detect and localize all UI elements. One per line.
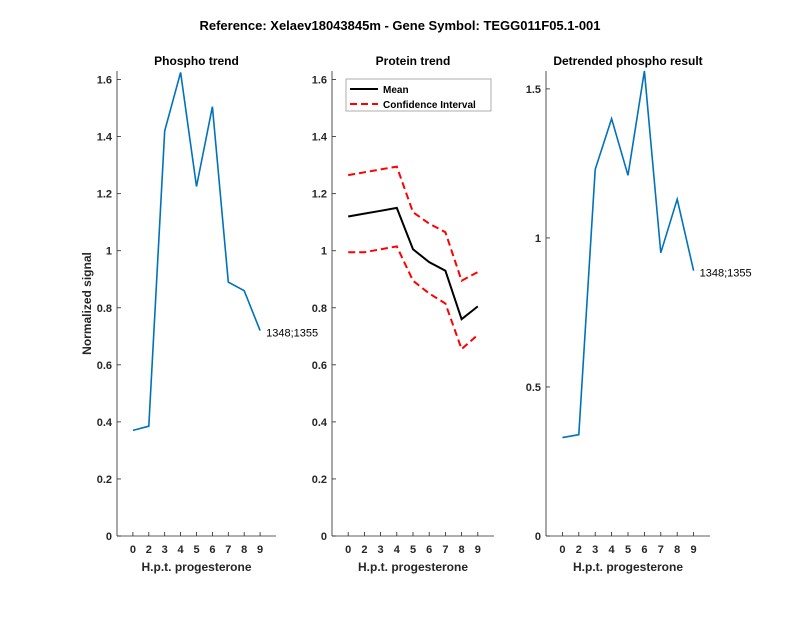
y-tick-label: 0.8 bbox=[97, 303, 112, 315]
x-tick-label: 5 bbox=[410, 544, 416, 556]
x-tick-label: 8 bbox=[674, 544, 680, 556]
x-tick-label: 9 bbox=[691, 544, 697, 556]
subplot-title: Detrended phospho result bbox=[553, 54, 702, 68]
x-tick-label: 6 bbox=[426, 544, 432, 556]
y-tick-label: 0.8 bbox=[312, 303, 327, 315]
x-tick-label: 3 bbox=[592, 544, 598, 556]
figure-title: Reference: Xelaev18043845m - Gene Symbol… bbox=[199, 18, 600, 33]
x-tick-label: 3 bbox=[378, 544, 384, 556]
legend-entry: Mean bbox=[383, 85, 409, 96]
legend-box bbox=[345, 78, 492, 112]
x-tick-label: 8 bbox=[241, 544, 247, 556]
y-tick-label: 1.6 bbox=[312, 75, 327, 87]
legend: Mean Confidence Interval bbox=[345, 78, 492, 112]
x-axis-label: H.p.t. progesterone bbox=[573, 560, 683, 574]
y-tick-label: 0.6 bbox=[312, 360, 327, 372]
y-tick-label: 0.5 bbox=[526, 382, 541, 394]
x-tick-label: 8 bbox=[459, 544, 465, 556]
legend-entry: Confidence Interval bbox=[383, 100, 476, 111]
x-tick-label: 6 bbox=[209, 544, 215, 556]
x-tick-label: 5 bbox=[625, 544, 631, 556]
series-line-confidence-interval bbox=[348, 165, 479, 283]
x-tick-label: 0 bbox=[345, 544, 351, 556]
subplot-title: Phospho trend bbox=[154, 54, 239, 68]
x-axis-label: H.p.t. progesterone bbox=[141, 560, 251, 574]
y-tick-label: 1.6 bbox=[97, 75, 112, 87]
y-tick-label: 1.4 bbox=[312, 132, 328, 144]
series-annotation: 1348;1355 bbox=[266, 328, 318, 340]
subplot-title: Protein trend bbox=[376, 54, 451, 68]
series-line-mean bbox=[348, 206, 479, 321]
x-tick-label: 4 bbox=[178, 544, 185, 556]
y-tick-label: 0 bbox=[535, 531, 541, 543]
x-tick-label: 9 bbox=[257, 544, 263, 556]
x-tick-label: 9 bbox=[475, 544, 481, 556]
x-tick-label: 0 bbox=[559, 544, 565, 556]
y-tick-label: 0.2 bbox=[312, 474, 327, 486]
y-tick-label: 1 bbox=[106, 246, 112, 258]
x-tick-label: 0 bbox=[130, 544, 136, 556]
y-tick-label: 0.4 bbox=[312, 417, 328, 429]
series-line-1348-1355 bbox=[132, 72, 261, 432]
x-tick-label: 3 bbox=[162, 544, 168, 556]
x-tick-label: 7 bbox=[658, 544, 664, 556]
y-tick-label: 0 bbox=[321, 531, 327, 543]
x-tick-label: 4 bbox=[394, 544, 401, 556]
y-tick-label: 0.2 bbox=[97, 474, 112, 486]
x-tick-label: 7 bbox=[442, 544, 448, 556]
y-tick-label: 1.2 bbox=[312, 189, 327, 201]
series-line-1348-1355 bbox=[562, 70, 695, 439]
y-tick-label: 1.4 bbox=[97, 132, 113, 144]
y-axis-label: Normalized signal bbox=[80, 252, 94, 355]
y-tick-label: 1 bbox=[535, 233, 541, 245]
x-tick-label: 2 bbox=[576, 544, 582, 556]
subplot-1: 00.20.40.60.811.21.41.60 2 3 4 5 6 7 8 9Phospho … bbox=[80, 54, 318, 574]
y-tick-label: 1.2 bbox=[97, 189, 112, 201]
x-tick-label: 4 bbox=[609, 544, 616, 556]
x-tick-label: 7 bbox=[225, 544, 231, 556]
x-tick-label: 5 bbox=[193, 544, 199, 556]
y-tick-label: 1 bbox=[321, 246, 327, 258]
y-tick-label: 1.5 bbox=[526, 84, 541, 96]
y-tick-label: 0.4 bbox=[97, 417, 113, 429]
x-tick-label: 6 bbox=[641, 544, 647, 556]
series-line-confidence-interval-lower- bbox=[348, 245, 479, 351]
x-axis-label: H.p.t. progesterone bbox=[358, 560, 468, 574]
subplot-2: 00.20.40.60.811.21.41.60 2 3 4 5 6 7 8 9Protein … bbox=[312, 54, 494, 574]
x-tick-label: 2 bbox=[146, 544, 152, 556]
y-tick-label: 0.6 bbox=[97, 360, 112, 372]
series-annotation: 1348;1355 bbox=[700, 268, 752, 280]
y-tick-label: 0 bbox=[106, 531, 112, 543]
x-tick-label: 2 bbox=[361, 544, 367, 556]
